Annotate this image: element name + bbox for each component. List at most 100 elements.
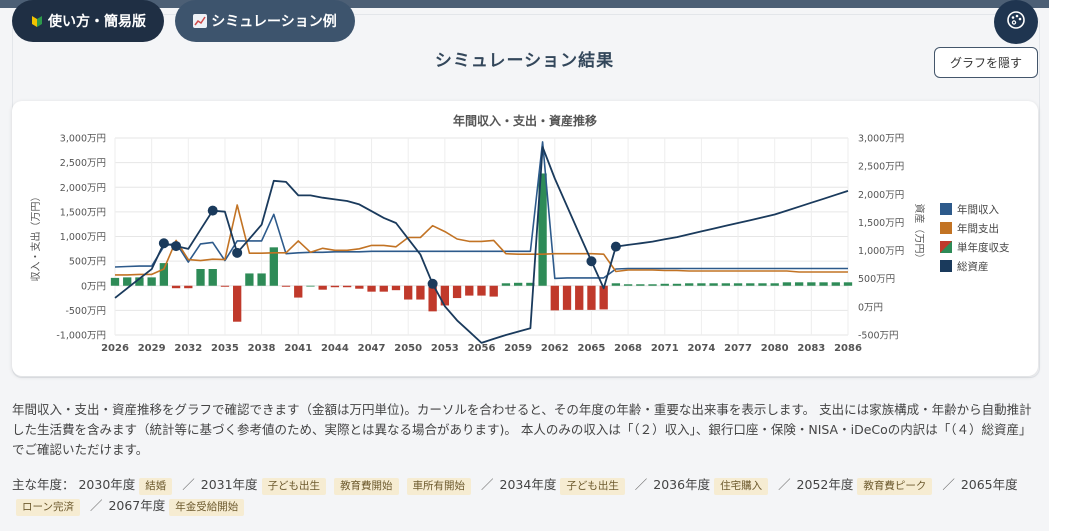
chart-panel: 年間収入・支出・資産推移 3,000万円 2,500万円 2,000万円 1,500万円… [12, 101, 1038, 376]
y-tick-label: 500万円 [69, 257, 106, 268]
balance-bar [318, 285, 327, 290]
expense-line [115, 204, 848, 276]
legend-swatch [940, 203, 952, 215]
balance-bar [477, 285, 486, 296]
x-tick-label: 2077 [724, 343, 752, 354]
y-tick-label: 3,000万円 [60, 134, 106, 145]
balance-bar [807, 282, 816, 286]
x-tick-label: 2041 [284, 343, 312, 354]
y2-axis-title: 資産（万円） [913, 204, 926, 264]
event-tag: 子ども出生 [560, 478, 625, 495]
balance-bar [550, 285, 559, 311]
x-tick-label: 2035 [211, 343, 239, 354]
y2-tick-label: -500万円 [858, 331, 899, 342]
event-marker [158, 238, 169, 249]
x-tick-label: 2068 [614, 343, 642, 354]
balance-bar [171, 285, 181, 289]
y-tick-label: -1,000万円 [56, 331, 106, 342]
balance-bar [587, 285, 596, 310]
legend-swatch [940, 222, 952, 234]
chart-up-icon [193, 14, 208, 28]
balance-bar [416, 285, 425, 300]
balance-bar [770, 283, 779, 286]
balance-bar [611, 283, 621, 286]
balance-bar [245, 273, 254, 286]
key-year: 2034年度 [499, 477, 557, 492]
x-tick-label: 2062 [541, 343, 569, 354]
legend-label: 単年度収支 [957, 241, 1010, 254]
balance-bar [428, 285, 437, 312]
simulation-example-label: シミュレーション例 [211, 14, 337, 30]
y-tick-label: 1,000万円 [60, 232, 106, 243]
balance-bar [452, 285, 462, 299]
balance-bar [831, 282, 840, 286]
balance-bar [538, 173, 547, 286]
balance-bar [110, 277, 120, 286]
simulation-example-button[interactable]: シミュレーション例 [175, 0, 355, 42]
event-marker [610, 241, 621, 252]
key-years-label: 主な年度： [12, 477, 79, 492]
beginner-mark-icon [30, 14, 44, 28]
key-year: 2036年度 [653, 477, 711, 492]
balance-bar [758, 283, 767, 286]
event-marker [207, 205, 218, 216]
balance-bar [599, 285, 608, 310]
legend-label: 総資産 [957, 260, 989, 273]
balance-bar [123, 277, 132, 286]
balance-bar [367, 285, 376, 292]
balance-bar [269, 247, 278, 286]
event-tag: 教育費開始 [334, 478, 399, 495]
balance-bar [697, 283, 706, 286]
key-year: 2052年度 [796, 477, 854, 492]
legend-swatch [940, 260, 952, 272]
x-tick-label: 2038 [248, 343, 276, 354]
balance-bar [623, 284, 633, 286]
event-tag: 住宅購入 [714, 478, 769, 495]
x-tick-label: 2080 [761, 343, 789, 354]
theme-palette-button[interactable] [994, 0, 1038, 44]
hide-graph-button[interactable]: グラフを隠す [934, 47, 1038, 78]
event-tag: 年金受給開始 [169, 499, 245, 516]
balance-bar [709, 283, 718, 286]
key-year-separator: ／ [774, 477, 795, 492]
x-tick-label: 2083 [797, 343, 825, 354]
balance-bar [135, 277, 144, 286]
balance-bar [220, 285, 230, 287]
key-year: 2067年度 [108, 498, 166, 513]
event-marker [171, 241, 182, 252]
balance-bar [196, 269, 205, 286]
balance-bar [501, 283, 511, 286]
balance-bar [233, 285, 242, 322]
event-marker [586, 256, 597, 267]
balance-bar [465, 285, 474, 296]
x-tick-label: 2047 [358, 343, 386, 354]
balance-bar [636, 284, 645, 286]
balance-bar [794, 282, 804, 286]
guide-button[interactable]: 使い方・簡易版 [12, 0, 164, 42]
balance-bar [648, 284, 657, 286]
event-tag: 教育費ピーク [857, 478, 933, 495]
y2-tick-label: 500万円 [858, 274, 895, 285]
chart-title: 年間収入・支出・資産推移 [453, 113, 597, 128]
balance-bar [184, 285, 193, 289]
event-marker [232, 247, 243, 258]
balance-bar [342, 285, 352, 288]
balance-bar [733, 283, 743, 286]
balance-bar [562, 285, 572, 310]
legend-swatch [940, 241, 952, 253]
x-tick-label: 2074 [687, 343, 715, 354]
x-tick-label: 2026 [101, 343, 129, 354]
key-year-separator: ／ [178, 477, 199, 492]
top-accent-bar [0, 0, 1049, 8]
key-years-list: 主な年度： 2030年度 結婚 ／ 2031年度 子ども出生 教育費開始 車所有開始 ／… [12, 474, 1032, 516]
x-tick-label: 2053 [431, 343, 459, 354]
x-tick-label: 2050 [394, 343, 422, 354]
right-gutter [1049, 0, 1073, 531]
balance-bar [721, 283, 730, 286]
event-marker [427, 278, 438, 289]
event-tag: 車所有開始 [406, 478, 472, 495]
y2-tick-label: 1,500万円 [858, 218, 904, 229]
balance-bar [330, 285, 340, 288]
balance-bar [379, 285, 388, 292]
event-tag: 結婚 [139, 478, 173, 495]
